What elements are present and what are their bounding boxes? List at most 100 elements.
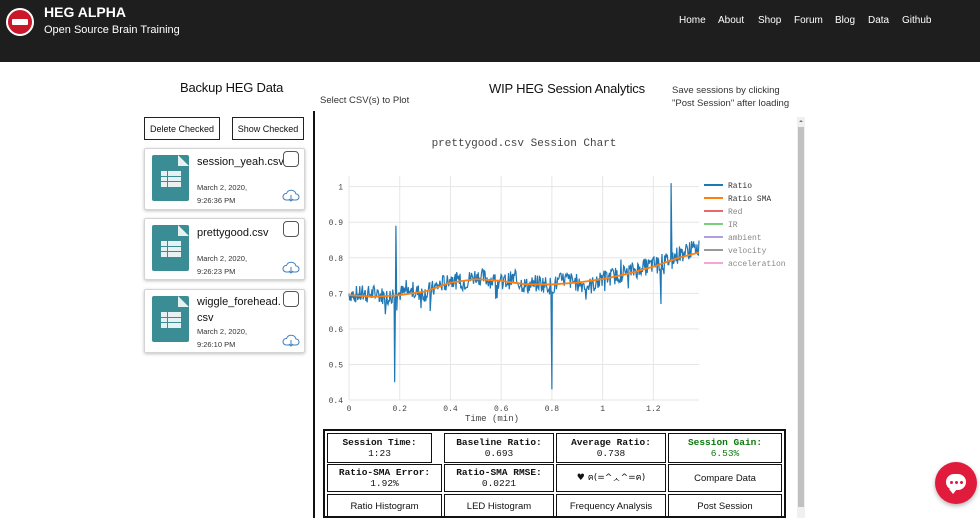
spreadsheet-icon xyxy=(152,296,189,342)
compare-data-button[interactable]: Compare Data xyxy=(668,464,782,492)
led-histogram-button[interactable]: LED Histogram xyxy=(444,494,554,518)
file-name-ext: csv xyxy=(197,312,214,324)
legend-label: ambient xyxy=(728,234,762,243)
sma-error-label: Ratio-SMA Error: xyxy=(338,467,431,478)
file-date: March 2, 2020, xyxy=(197,254,248,263)
rmse-value: 0.0221 xyxy=(481,478,517,489)
chart-title: prettygood.csv Session Chart xyxy=(432,138,617,150)
logo-mark xyxy=(12,19,28,25)
nav-data[interactable]: Data xyxy=(868,15,890,26)
file-time: 9:26:10 PM xyxy=(197,340,236,349)
top-navbar: HEG ALPHA Open Source Brain Training Hom… xyxy=(0,0,980,62)
x-tick-label: 0 xyxy=(347,405,352,414)
x-tick-label: 0.6 xyxy=(494,405,509,414)
select-csv-label: Select CSV(s) to Plot xyxy=(320,95,410,106)
show-checked-button[interactable]: Show Checked xyxy=(232,117,304,140)
sma-error-cell: Ratio-SMA Error: 1.92% xyxy=(327,464,442,492)
scroll-up-arrow-icon[interactable] xyxy=(797,117,805,125)
x-tick-label: 0.4 xyxy=(443,405,458,414)
average-label: Average Ratio: xyxy=(571,437,651,448)
brand-title[interactable]: HEG ALPHA xyxy=(44,4,126,20)
file-name: wiggle_forehead. xyxy=(197,296,281,308)
y-tick-label: 1 xyxy=(338,184,343,193)
y-tick-label: 0.6 xyxy=(329,326,344,335)
chat-bubble-icon xyxy=(946,474,966,494)
gain-value: 6.53% xyxy=(710,448,740,459)
rmse-label: Ratio-SMA RMSE: xyxy=(456,467,542,478)
spreadsheet-icon xyxy=(152,225,189,271)
plot-frame xyxy=(313,111,806,518)
backup-title: Backup HEG Data xyxy=(180,80,284,95)
session-time-value: 1:23 xyxy=(368,448,391,459)
file-card[interactable]: session_yeah.csv March 2, 2020, 9:26:36 … xyxy=(144,148,305,210)
session-chart: prettygood.csv Session Chart 0.4 0.5 0.6 0.7… xyxy=(329,138,786,424)
nav-home[interactable]: Home xyxy=(679,15,706,26)
y-tick-label: 0.4 xyxy=(329,397,344,406)
save-note-line: "Post Session" after loading xyxy=(672,98,790,109)
stats-table: Session Time: 1:23 Baseline Ratio: 0.693… xyxy=(323,429,786,518)
gain-cell: Session Gain: 6.53% xyxy=(668,433,782,463)
file-checkbox[interactable] xyxy=(283,291,299,307)
file-time: 9:26:36 PM xyxy=(197,196,236,205)
save-note: Save sessions by clicking "Post Session"… xyxy=(672,84,812,110)
nav-forum[interactable]: Forum xyxy=(794,15,823,26)
y-tick-label: 0.5 xyxy=(329,361,344,370)
legend-label: Red xyxy=(728,208,743,217)
rmse-cell: Ratio-SMA RMSE: 0.0221 xyxy=(444,464,554,492)
file-card[interactable]: prettygood.csv March 2, 2020, 9:26:23 PM xyxy=(144,218,305,280)
sma-error-value: 1.92% xyxy=(370,478,399,489)
cloud-download-icon[interactable] xyxy=(282,261,300,275)
file-name: session_yeah.csv xyxy=(197,156,284,168)
baseline-cell: Baseline Ratio: 0.693 xyxy=(444,433,554,463)
spreadsheet-icon xyxy=(152,155,189,201)
file-card[interactable]: wiggle_forehead. csv March 2, 2020, 9:26… xyxy=(144,289,305,353)
legend-label: Ratio xyxy=(728,182,752,191)
cloud-download-icon[interactable] xyxy=(282,334,300,348)
legend-label: velocity xyxy=(728,247,767,256)
ratio-sma-series-line xyxy=(348,251,700,298)
logo[interactable] xyxy=(6,8,34,36)
nav-github[interactable]: Github xyxy=(902,15,932,26)
baseline-label: Baseline Ratio: xyxy=(456,437,542,448)
x-tick-label: 0.8 xyxy=(545,405,560,414)
legend-label: IR xyxy=(728,221,738,230)
y-tick-label: 0.9 xyxy=(329,219,344,228)
average-cell: Average Ratio: 0.738 xyxy=(556,433,666,463)
nav-blog[interactable]: Blog xyxy=(835,15,856,26)
nav-about[interactable]: About xyxy=(718,15,745,26)
x-tick-label: 0.2 xyxy=(393,405,408,414)
chat-widget-button[interactable] xyxy=(935,462,977,504)
x-tick-label: 1 xyxy=(600,405,605,414)
kaomoji-text: ♥ ฅ(=^ᆺ^=ฅ) xyxy=(576,472,646,483)
y-tick-label: 0.8 xyxy=(329,255,344,264)
ratio-series-line xyxy=(348,183,700,390)
file-checkbox[interactable] xyxy=(283,151,299,167)
scroll-thumb[interactable] xyxy=(798,127,804,507)
session-time-label: Session Time: xyxy=(342,437,417,448)
gain-label: Session Gain: xyxy=(687,437,763,448)
file-checkbox[interactable] xyxy=(283,221,299,237)
file-time: 9:26:23 PM xyxy=(197,267,236,276)
save-note-line: Save sessions by clicking xyxy=(672,85,780,96)
cloud-download-icon[interactable] xyxy=(282,189,300,203)
frequency-analysis-button[interactable]: Frequency Analysis xyxy=(556,494,666,518)
legend-label: acceleration xyxy=(728,260,786,269)
y-tick-label: 0.7 xyxy=(329,290,344,299)
legend-label: Ratio SMA xyxy=(728,195,771,204)
average-value: 0.738 xyxy=(596,448,626,459)
session-time-cell: Session Time: 1:23 xyxy=(327,433,432,463)
ratio-histogram-button[interactable]: Ratio Histogram xyxy=(327,494,442,518)
baseline-value: 0.693 xyxy=(484,448,514,459)
file-date: March 2, 2020, xyxy=(197,183,248,192)
file-name: prettygood.csv xyxy=(197,227,269,239)
x-axis-label: Time (min) xyxy=(465,414,519,424)
post-session-button[interactable]: Post Session xyxy=(668,494,782,518)
scrollbar[interactable] xyxy=(797,117,805,518)
delete-checked-button[interactable]: Delete Checked xyxy=(144,117,220,140)
x-tick-label: 1.2 xyxy=(646,405,661,414)
file-date: March 2, 2020, xyxy=(197,327,248,336)
nav-shop[interactable]: Shop xyxy=(758,15,782,26)
face-cell: ♥ ฅ(=^ᆺ^=ฅ) xyxy=(556,464,666,492)
page-title: WIP HEG Session Analytics xyxy=(489,81,645,96)
